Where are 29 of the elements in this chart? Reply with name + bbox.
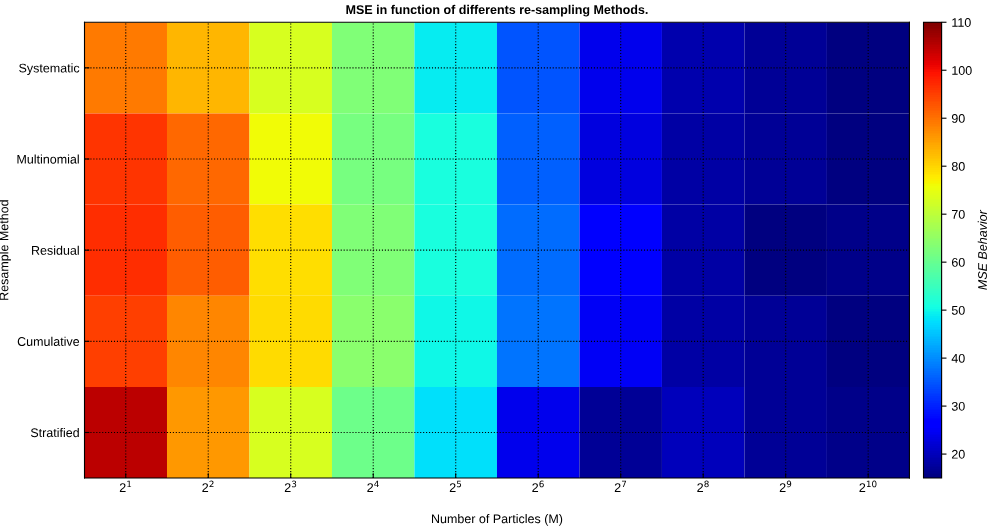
x-tick-label: 2$^{5}$ — [449, 480, 462, 492]
x-tick-label: 2$^{2}$ — [202, 480, 214, 492]
color-bar-label: 50 — [951, 305, 965, 315]
x-tick-label: 2$^{6}$ — [532, 480, 544, 492]
x-tick-label: 2$^{8}$ — [697, 480, 709, 492]
y-tick-label: Cumulative — [17, 336, 80, 346]
x-axis-title: Number of Particles (M) — [432, 514, 563, 526]
color-bar-title: MSE Behavior — [977, 209, 987, 290]
color-bar-label: 20 — [951, 449, 965, 459]
x-tick-label: 2$^{10}$ — [859, 480, 877, 492]
color-bar-label: 70 — [951, 209, 965, 219]
color-bar-label: 80 — [951, 162, 965, 171]
y-tick-label: Stratified — [30, 427, 79, 438]
color-bar-label: 30 — [951, 401, 965, 411]
color-bar-label: 90 — [951, 114, 965, 123]
x-tick-label: 2$^{4}$ — [367, 480, 379, 492]
chart-title: MSE in function of differents re-sampling Methods. — [346, 4, 648, 17]
color-bar-label: 110 — [952, 18, 971, 27]
color-bar-label: 40 — [951, 353, 965, 363]
y-tick-label: Systematic — [19, 63, 80, 75]
x-tick-label: 2$^{3}$ — [284, 480, 297, 492]
y-tick-label: Residual — [32, 245, 79, 255]
x-tick-label: 2$^{1}$ — [119, 480, 132, 492]
color-bar-label: 60 — [951, 257, 965, 267]
x-tick-label: 2$^{9}$ — [779, 480, 792, 492]
y-axis-title: Resample Method — [0, 200, 11, 300]
y-tick-label: Multinomial — [17, 154, 79, 164]
color-bar-label: 100 — [952, 66, 972, 75]
x-tick-label: 2$^{7}$ — [614, 480, 627, 492]
